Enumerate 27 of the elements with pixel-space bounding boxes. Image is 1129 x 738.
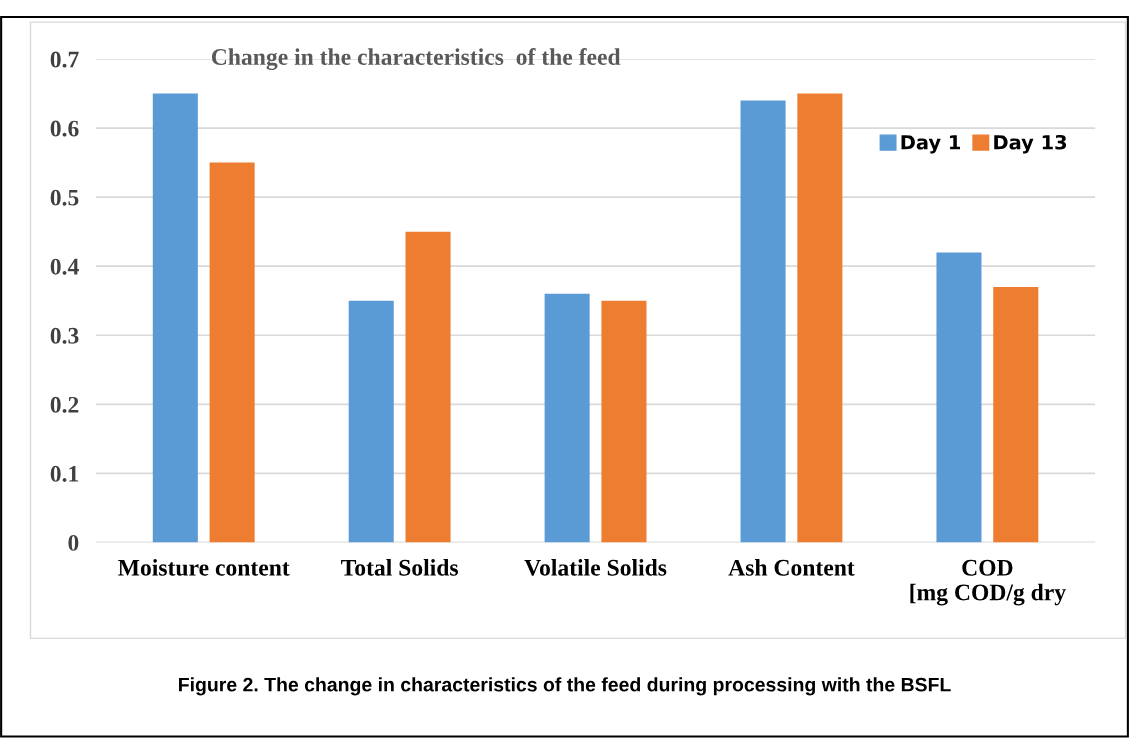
y-tick-label: 0.4 <box>50 258 79 275</box>
y-tick-label: 0.7 <box>50 51 79 68</box>
y-tick-label: 0.1 <box>50 465 79 482</box>
bar <box>993 286 1039 543</box>
bar <box>797 93 843 543</box>
x-tick-label: Total Solids <box>341 559 459 576</box>
x-tick-label: Moisture content <box>118 559 290 576</box>
y-tick-label: 0 <box>68 534 79 551</box>
bar <box>348 300 394 543</box>
x-tick-label: Ash Content <box>728 559 855 576</box>
bar <box>152 93 198 543</box>
caption: Figure 2. The change in characteristics of the feed during processing with the BSFL <box>179 677 951 696</box>
legend-label: Day 1 <box>901 135 961 154</box>
y-tick-label: 0.6 <box>50 120 79 137</box>
y-tick-label: 0.3 <box>50 327 79 344</box>
bar <box>740 100 786 543</box>
bar <box>405 231 451 543</box>
bar <box>601 300 647 543</box>
x-tick-label: Volatile Solids <box>524 559 667 576</box>
y-tick-label: 0.2 <box>50 396 79 413</box>
chart-title: Change in the characteristics of the feed <box>211 48 621 70</box>
legend-label: Day 13 <box>994 134 1067 154</box>
y-tick-label: 0.5 <box>50 189 79 206</box>
x-tick-label: COD [mg COD/g dry <box>910 559 1066 606</box>
bar <box>544 293 590 543</box>
bar <box>209 162 255 543</box>
bar <box>936 252 982 543</box>
